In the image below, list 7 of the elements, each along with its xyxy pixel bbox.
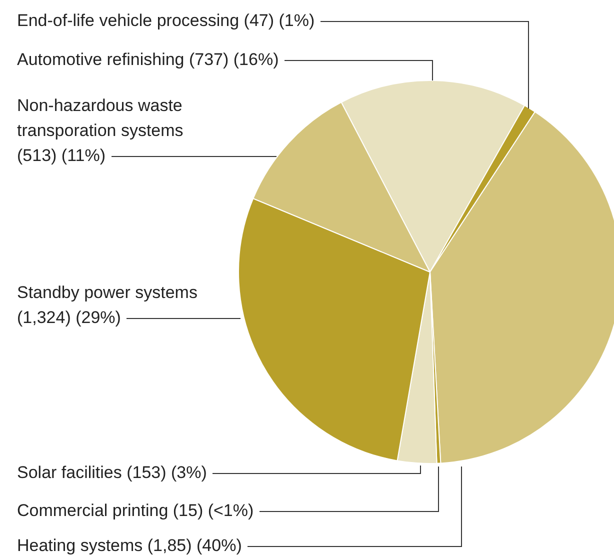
slice-label: Heating systems (1,85) (40%) — [17, 536, 242, 555]
slice-label: Non-hazardous waste transporation systems (513) (11%) — [17, 96, 184, 165]
slice-label: End-of-life vehicle processing (47) (1%) — [17, 11, 315, 30]
slice-label: Automotive refinishing (737) (16%) — [17, 50, 279, 69]
slice-label: Solar facilities (153) (3%) — [17, 463, 207, 482]
slice-label: Standby power systems (1,324) (29%) — [17, 283, 198, 327]
slice-label: Commercial printing (15) (<1%) — [17, 501, 254, 520]
